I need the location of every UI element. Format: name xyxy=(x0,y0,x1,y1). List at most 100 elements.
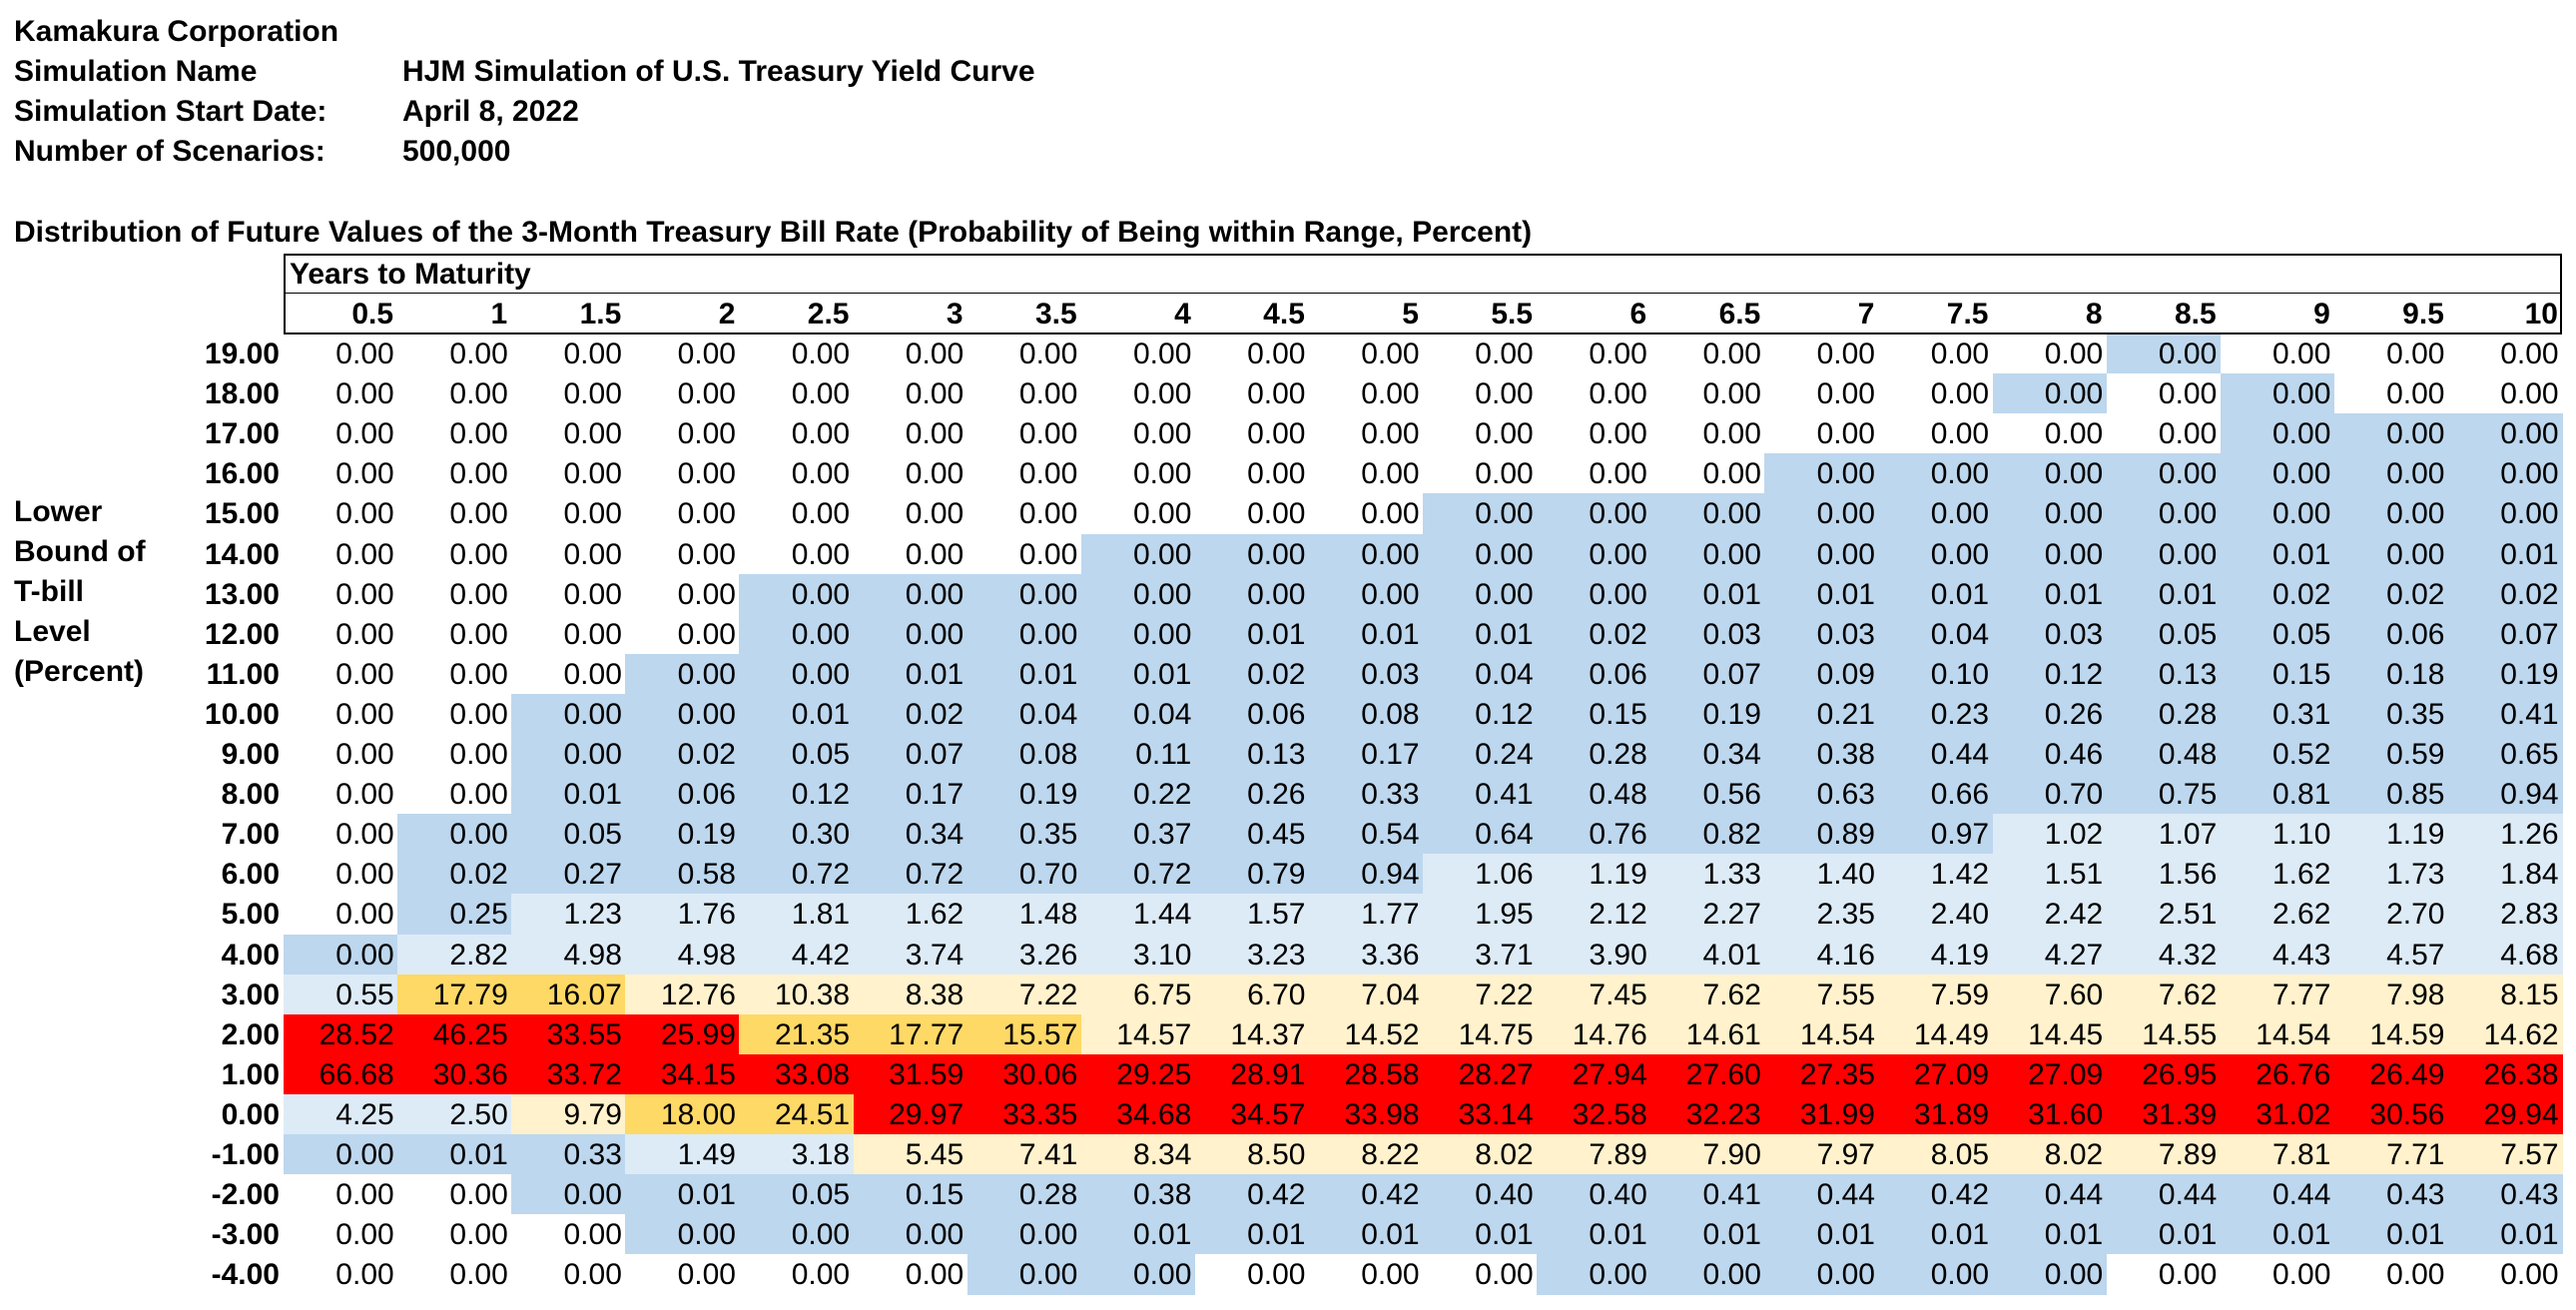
probability-cell: 1.42 xyxy=(1878,854,1994,895)
probability-cell: 0.00 xyxy=(625,493,740,534)
probability-cell: 4.68 xyxy=(2447,934,2563,976)
probability-cell: 0.94 xyxy=(1308,854,1424,895)
probability-cell: 2.42 xyxy=(1992,894,2108,935)
probability-cell: 27.09 xyxy=(1878,1053,1994,1095)
probability-cell: 0.46 xyxy=(1992,734,2108,775)
probability-cell: 0.00 xyxy=(1308,373,1424,414)
probability-cell: 0.22 xyxy=(1080,774,1196,815)
probability-cell: 0.00 xyxy=(397,1214,512,1255)
row-lower-bound-label: 8.00 xyxy=(221,778,280,812)
probability-cell: 0.00 xyxy=(1308,453,1424,494)
probability-cell: 0.00 xyxy=(511,1174,626,1215)
probability-cell: 14.49 xyxy=(1878,1013,1994,1055)
probability-cell: 0.00 xyxy=(1992,1254,2108,1295)
probability-cell: 1.57 xyxy=(1194,894,1310,935)
probability-cell: 7.55 xyxy=(1764,974,1879,1015)
probability-cell: 0.01 xyxy=(2220,533,2335,575)
probability-cell: 0.94 xyxy=(2447,774,2563,815)
probability-cell: 0.00 xyxy=(1650,333,1765,374)
probability-cell: 0.44 xyxy=(2220,1174,2335,1215)
probability-cell: 0.81 xyxy=(2220,774,2335,815)
probability-cell: 0.00 xyxy=(853,493,968,534)
probability-cell: 0.42 xyxy=(1308,1174,1424,1215)
probability-cell: 0.00 xyxy=(2447,333,2563,374)
probability-cell: 0.00 xyxy=(966,413,1082,454)
probability-cell: 0.72 xyxy=(853,854,968,895)
probability-cell: 0.00 xyxy=(284,693,398,735)
probability-cell: 0.19 xyxy=(2447,653,2563,695)
probability-cell: 0.00 xyxy=(1423,413,1538,454)
probability-cell: 4.98 xyxy=(511,934,626,976)
probability-cell: 0.00 xyxy=(1537,493,1651,534)
probability-cell: 0.13 xyxy=(1194,734,1310,775)
probability-cell: 5.45 xyxy=(853,1134,968,1175)
probability-cell: 0.00 xyxy=(1878,333,1994,374)
probability-cell: 0.00 xyxy=(1080,533,1196,575)
probability-cell: 3.71 xyxy=(1423,934,1538,976)
row-axis-label-line: Bound of xyxy=(14,535,146,568)
probability-cell: 0.48 xyxy=(2106,734,2222,775)
probability-cell: 1.56 xyxy=(2106,854,2222,895)
maturity-column-header: 7 xyxy=(1857,298,1875,330)
probability-cell: 7.45 xyxy=(1537,974,1651,1015)
probability-cell: 0.26 xyxy=(1992,693,2108,735)
probability-cell: 34.57 xyxy=(1194,1093,1310,1135)
maturity-column-header: 3.5 xyxy=(1034,298,1077,330)
probability-cell: 0.00 xyxy=(397,1254,512,1295)
row-lower-bound-label: 13.00 xyxy=(204,577,280,611)
probability-cell: 0.00 xyxy=(1650,453,1765,494)
probability-cell: 0.38 xyxy=(1080,1174,1196,1215)
row-lower-bound-label: 4.00 xyxy=(221,938,280,972)
probability-cell: 0.05 xyxy=(2106,613,2222,655)
probability-cell: 8.50 xyxy=(1194,1134,1310,1175)
probability-cell: 0.05 xyxy=(511,814,626,855)
probability-cell: 0.00 xyxy=(739,1254,855,1295)
probability-cell: 0.01 xyxy=(2106,1214,2222,1255)
probability-cell: 3.18 xyxy=(739,1134,855,1175)
probability-cell: 0.21 xyxy=(1764,693,1879,735)
probability-cell: 0.00 xyxy=(1308,493,1424,534)
probability-cell: 0.01 xyxy=(2447,533,2563,575)
probability-cell: 0.00 xyxy=(397,413,512,454)
probability-cell: 0.01 xyxy=(1308,613,1424,655)
probability-cell: 0.00 xyxy=(284,533,398,575)
probability-cell: 0.05 xyxy=(739,734,855,775)
probability-cell: 0.00 xyxy=(853,333,968,374)
row-axis-label-line: Lower xyxy=(14,495,103,528)
probability-cell: 0.17 xyxy=(1308,734,1424,775)
probability-cell: 0.05 xyxy=(2220,613,2335,655)
simulation-name-value: HJM Simulation of U.S. Treasury Yield Cu… xyxy=(402,55,1035,88)
probability-cell: 0.01 xyxy=(1423,1214,1538,1255)
probability-cell: 4.43 xyxy=(2220,934,2335,976)
probability-cell: 0.00 xyxy=(397,734,512,775)
probability-cell: 0.00 xyxy=(2220,453,2335,494)
probability-cell: 0.00 xyxy=(625,693,740,735)
probability-cell: 0.38 xyxy=(1764,734,1879,775)
probability-cell: 0.00 xyxy=(1878,1254,1994,1295)
probability-cell: 0.00 xyxy=(1423,333,1538,374)
probability-cell: 0.70 xyxy=(1992,774,2108,815)
probability-cell: 34.68 xyxy=(1080,1093,1196,1135)
probability-cell: 7.81 xyxy=(2220,1134,2335,1175)
probability-cell: 0.00 xyxy=(1764,533,1879,575)
probability-cell: 1.73 xyxy=(2333,854,2449,895)
probability-cell: 0.15 xyxy=(2220,653,2335,695)
probability-cell: 0.00 xyxy=(1764,453,1879,494)
probability-cell: 0.04 xyxy=(966,693,1082,735)
probability-cell: 0.00 xyxy=(1308,533,1424,575)
probability-cell: 3.26 xyxy=(966,934,1082,976)
maturity-column-header: 8 xyxy=(2085,298,2103,330)
probability-cell: 0.02 xyxy=(625,734,740,775)
probability-cell: 0.48 xyxy=(1537,774,1651,815)
probability-cell: 0.00 xyxy=(397,814,512,855)
probability-cell: 0.13 xyxy=(2106,653,2222,695)
probability-cell: 0.00 xyxy=(1764,493,1879,534)
probability-cell: 0.00 xyxy=(2333,1254,2449,1295)
probability-cell: 0.00 xyxy=(625,1254,740,1295)
probability-cell: 3.23 xyxy=(1194,934,1310,976)
probability-cell: 0.00 xyxy=(2447,413,2563,454)
probability-cell: 0.45 xyxy=(1194,814,1310,855)
probability-cell: 0.00 xyxy=(1764,1254,1879,1295)
probability-cell: 1.62 xyxy=(2220,854,2335,895)
probability-cell: 0.04 xyxy=(1080,693,1196,735)
